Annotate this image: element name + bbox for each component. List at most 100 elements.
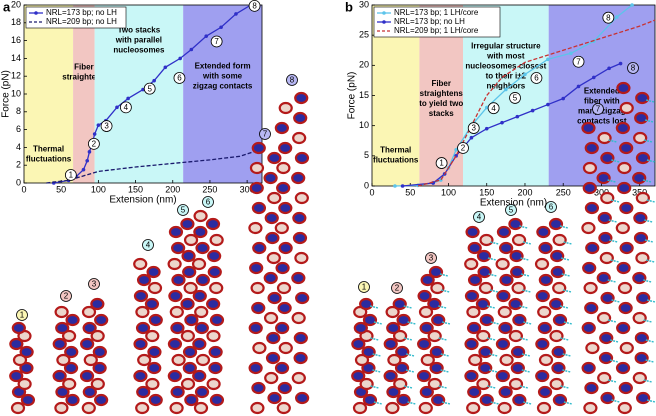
nucleosome <box>147 345 162 359</box>
linker-histone <box>440 353 450 357</box>
point <box>96 123 101 127</box>
nucleosome <box>295 291 310 305</box>
linker-histone <box>440 369 449 373</box>
fiber-label: 8 <box>290 76 295 85</box>
x-tick-label: 0 <box>21 184 26 194</box>
nucleosome <box>278 201 293 215</box>
nucleosome <box>393 377 408 391</box>
region-label: Thermal <box>380 145 411 154</box>
linker-histone <box>438 337 447 341</box>
linker-histone <box>489 369 498 373</box>
nucleosome <box>266 331 281 345</box>
linker-histone <box>405 369 415 373</box>
nucleosome <box>508 217 523 231</box>
fiber <box>615 81 656 415</box>
nucleosome <box>52 369 67 383</box>
nucleosome <box>581 361 596 375</box>
annotation-label: 6 <box>177 74 182 83</box>
nucleosome <box>267 391 282 405</box>
nucleosome <box>585 241 600 255</box>
linker-histone <box>646 299 656 303</box>
linker-histone <box>609 359 619 363</box>
linker-histone <box>519 305 528 309</box>
nucleosome <box>275 321 290 335</box>
nucleosome <box>195 273 210 287</box>
nucleosome <box>180 217 195 231</box>
x-tick-label: 50 <box>56 184 66 194</box>
fiber-label: 7 <box>596 105 601 114</box>
nucleosome <box>416 369 432 383</box>
x-tick-label: 100 <box>441 187 456 197</box>
annotation-label: 5 <box>147 84 152 93</box>
linker-histone <box>521 273 530 277</box>
linker-histone <box>643 139 653 143</box>
linker-histone <box>441 401 451 405</box>
region-label: nucleosomes <box>113 46 165 55</box>
nucleosome <box>82 385 97 399</box>
fiber-label: 6 <box>549 203 554 212</box>
fiber-label: 4 <box>477 213 482 222</box>
nucleosome <box>619 101 634 115</box>
nucleosome <box>192 289 207 303</box>
nucleosome <box>362 313 378 327</box>
linker-histone <box>607 319 617 323</box>
y-tick-label: 2 <box>16 160 21 170</box>
nucleosome <box>617 161 632 175</box>
nucleosome <box>476 249 492 263</box>
linker-histone <box>643 279 652 283</box>
nucleosome <box>583 281 598 295</box>
legend-label: NRL=173 bp; no LH <box>46 8 117 17</box>
nucleosome <box>479 313 494 327</box>
nucleosome <box>536 225 551 239</box>
nucleosome <box>615 221 630 235</box>
nucleosome <box>636 291 651 305</box>
region-label: neighbors <box>487 82 526 91</box>
nucleosome <box>293 331 308 345</box>
nucleosome <box>205 217 221 231</box>
nucleosome <box>147 281 163 295</box>
legend-box <box>25 6 127 29</box>
fiber-label: 1 <box>362 283 367 292</box>
nucleosome <box>192 337 207 351</box>
nucleosome <box>92 361 107 375</box>
nucleosome <box>82 321 97 335</box>
nucleosome <box>19 345 34 359</box>
fiber-label: 1 <box>20 311 25 320</box>
linker-histone <box>523 321 532 325</box>
y-axis-label: Force (pN) <box>347 72 358 120</box>
point <box>576 84 581 89</box>
nucleosome <box>276 281 292 295</box>
nucleosome <box>616 261 631 275</box>
nucleosome <box>148 393 163 407</box>
annotation-marker <box>88 137 100 150</box>
nucleosome <box>429 361 444 375</box>
nucleosome <box>248 221 263 235</box>
point <box>530 108 535 113</box>
fiber-label-marker <box>391 282 403 294</box>
annotation-marker <box>530 72 543 84</box>
annotation-label: 8 <box>252 1 257 10</box>
fiber <box>9 321 36 415</box>
nucleosome <box>136 385 151 399</box>
nucleosome <box>552 281 567 295</box>
nucleosome <box>551 345 566 359</box>
region <box>94 5 184 183</box>
x-tick-label: 100 <box>91 184 106 194</box>
point <box>115 105 119 110</box>
y-tick-label: 12 <box>11 71 21 81</box>
nucleosome <box>292 231 308 245</box>
y-tick-label: 16 <box>11 35 21 45</box>
region-label: nucleosomes closest <box>465 62 546 71</box>
annotation-label: 6 <box>534 74 539 83</box>
annotation-label: 4 <box>491 104 496 113</box>
nucleosome <box>80 337 95 351</box>
region-label: with most <box>486 52 525 61</box>
nucleosome <box>180 297 195 311</box>
nucleosome <box>209 281 224 295</box>
nucleosome <box>135 321 151 335</box>
fiber-label-marker <box>88 278 100 290</box>
fiber <box>79 297 109 415</box>
annotation-marker <box>64 169 77 181</box>
nucleosome <box>81 305 97 319</box>
nucleosome <box>498 321 513 335</box>
